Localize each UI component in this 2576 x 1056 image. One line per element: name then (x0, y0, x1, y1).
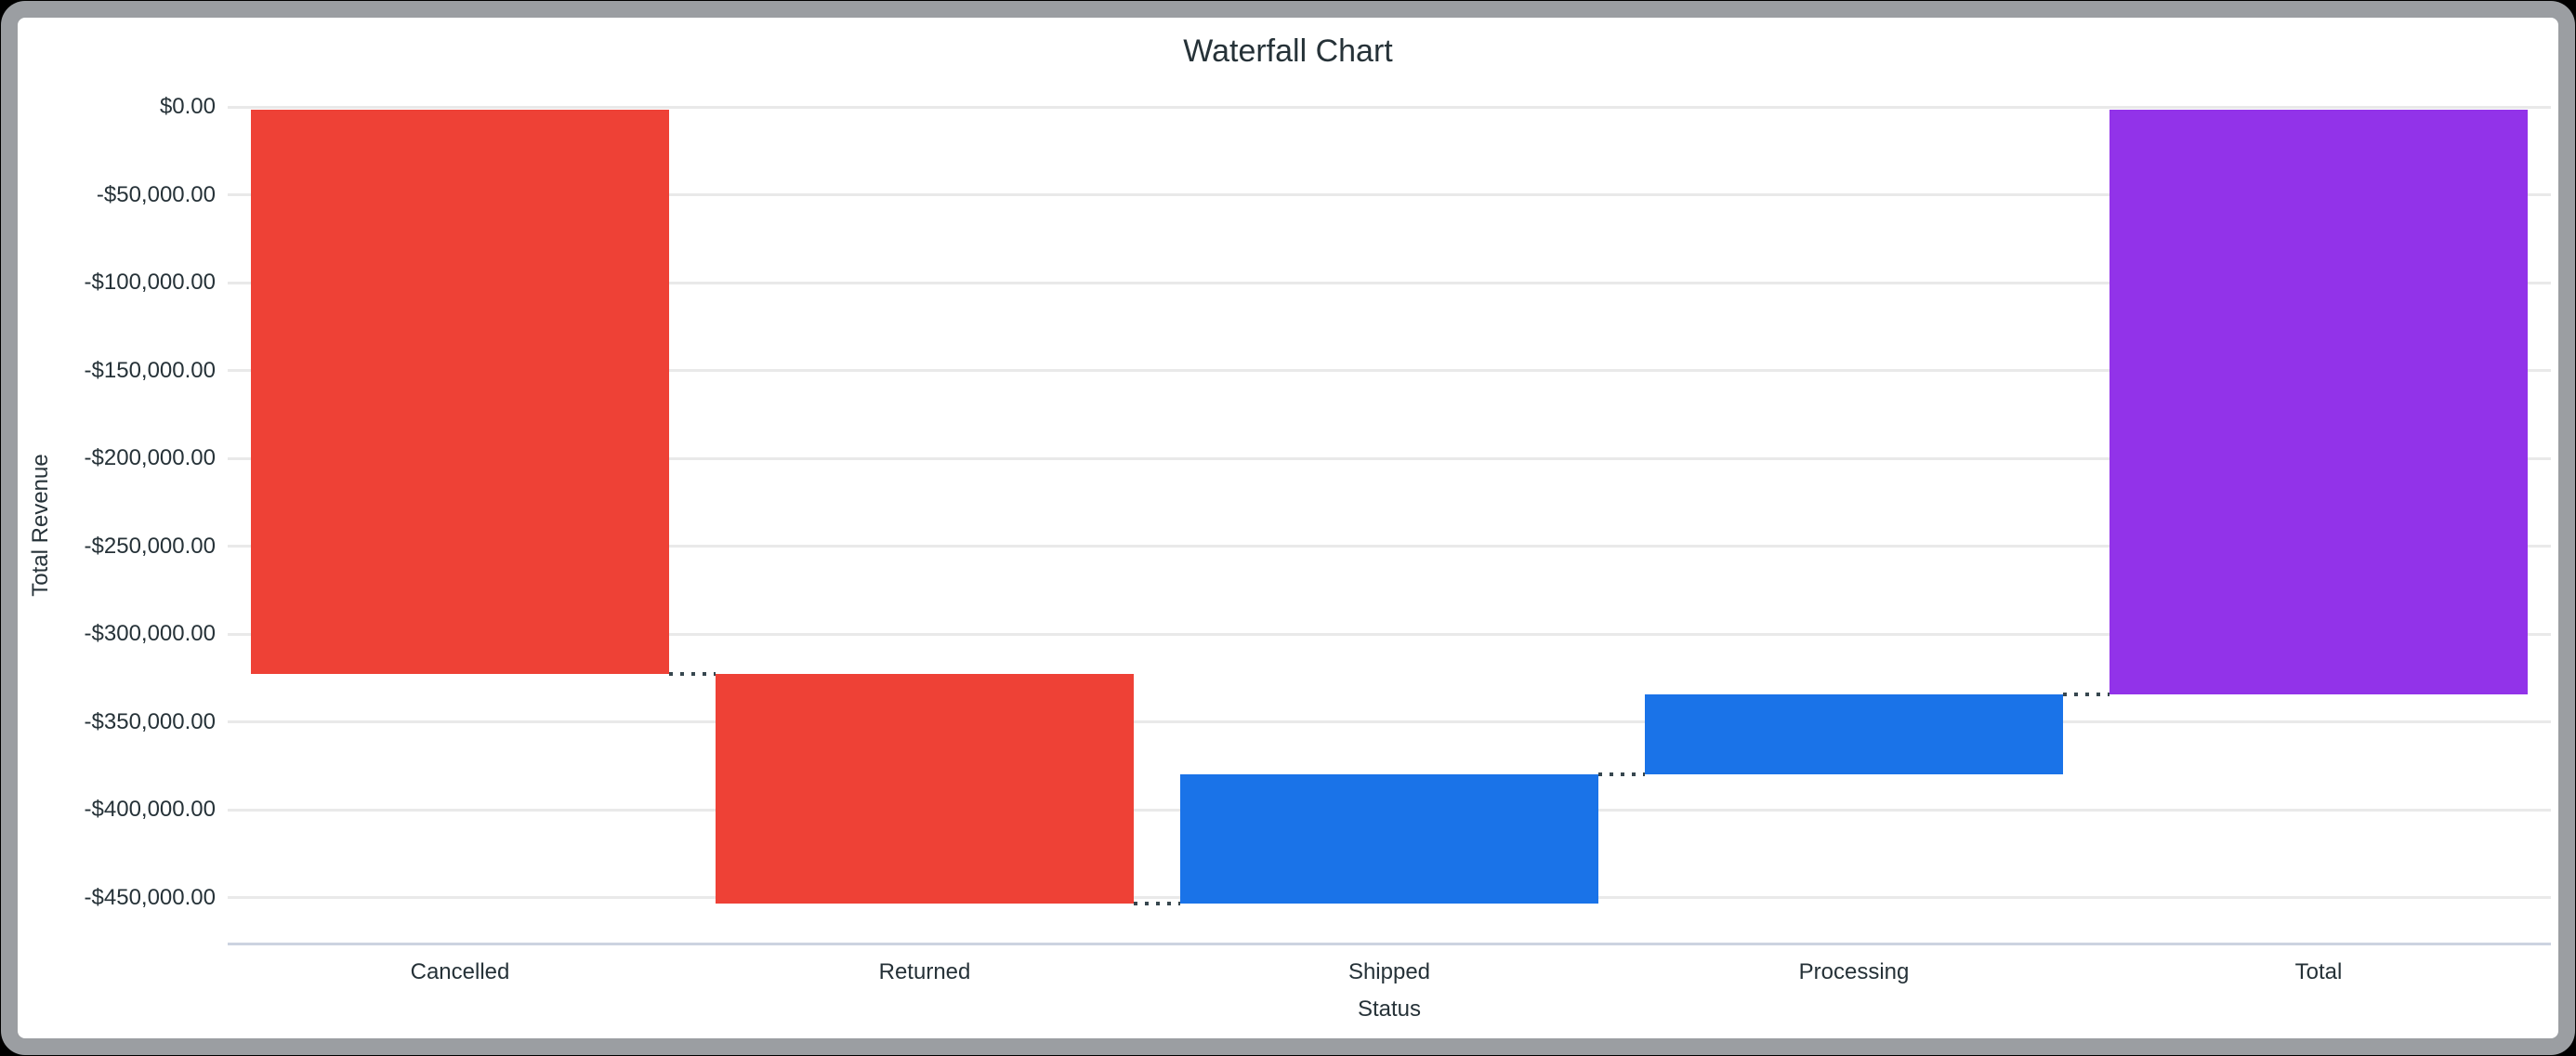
y-tick-label: -$400,000.00 (84, 797, 216, 822)
x-tick-label: Processing (1798, 959, 1910, 984)
y-tick-label: -$150,000.00 (84, 357, 216, 383)
x-axis-title: Status (1357, 997, 1422, 1022)
x-tick-label: Total (2294, 959, 2343, 984)
gridline (228, 632, 2551, 636)
y-tick-label: -$450,000.00 (84, 884, 216, 910)
gridline (228, 193, 2551, 196)
y-tick-label: -$200,000.00 (84, 445, 216, 470)
bar-shipped[interactable] (1180, 774, 1598, 904)
x-tick-label: Returned (878, 959, 971, 984)
y-tick-label: -$50,000.00 (96, 181, 216, 207)
waterfall-connector (2063, 693, 2109, 697)
waterfall-connector (1134, 902, 1180, 906)
y-axis-title: Total Revenue (28, 454, 53, 597)
gridline (228, 456, 2551, 460)
gridline (228, 281, 2551, 284)
x-tick-label: Cancelled (410, 959, 510, 984)
waterfall-connector (1598, 772, 1645, 777)
y-tick-label: -$300,000.00 (84, 621, 216, 646)
y-tick-label: -$100,000.00 (84, 270, 216, 295)
gridline (228, 545, 2551, 548)
bar-total[interactable] (2109, 110, 2528, 695)
bar-processing[interactable] (1645, 694, 2063, 775)
y-tick-label: -$250,000.00 (84, 533, 216, 559)
chart-title: Waterfall Chart (1183, 33, 1393, 69)
bar-returned[interactable] (716, 674, 1134, 904)
x-tick-label: Shipped (1347, 959, 1431, 984)
x-axis-line (228, 943, 2551, 945)
gridline (228, 720, 2551, 723)
waterfall-connector (669, 672, 716, 677)
gridline (228, 369, 2551, 372)
y-tick-label: $0.00 (159, 94, 216, 119)
gridline (228, 105, 2551, 109)
y-tick-label: -$350,000.00 (84, 708, 216, 734)
bar-cancelled[interactable] (251, 110, 669, 675)
